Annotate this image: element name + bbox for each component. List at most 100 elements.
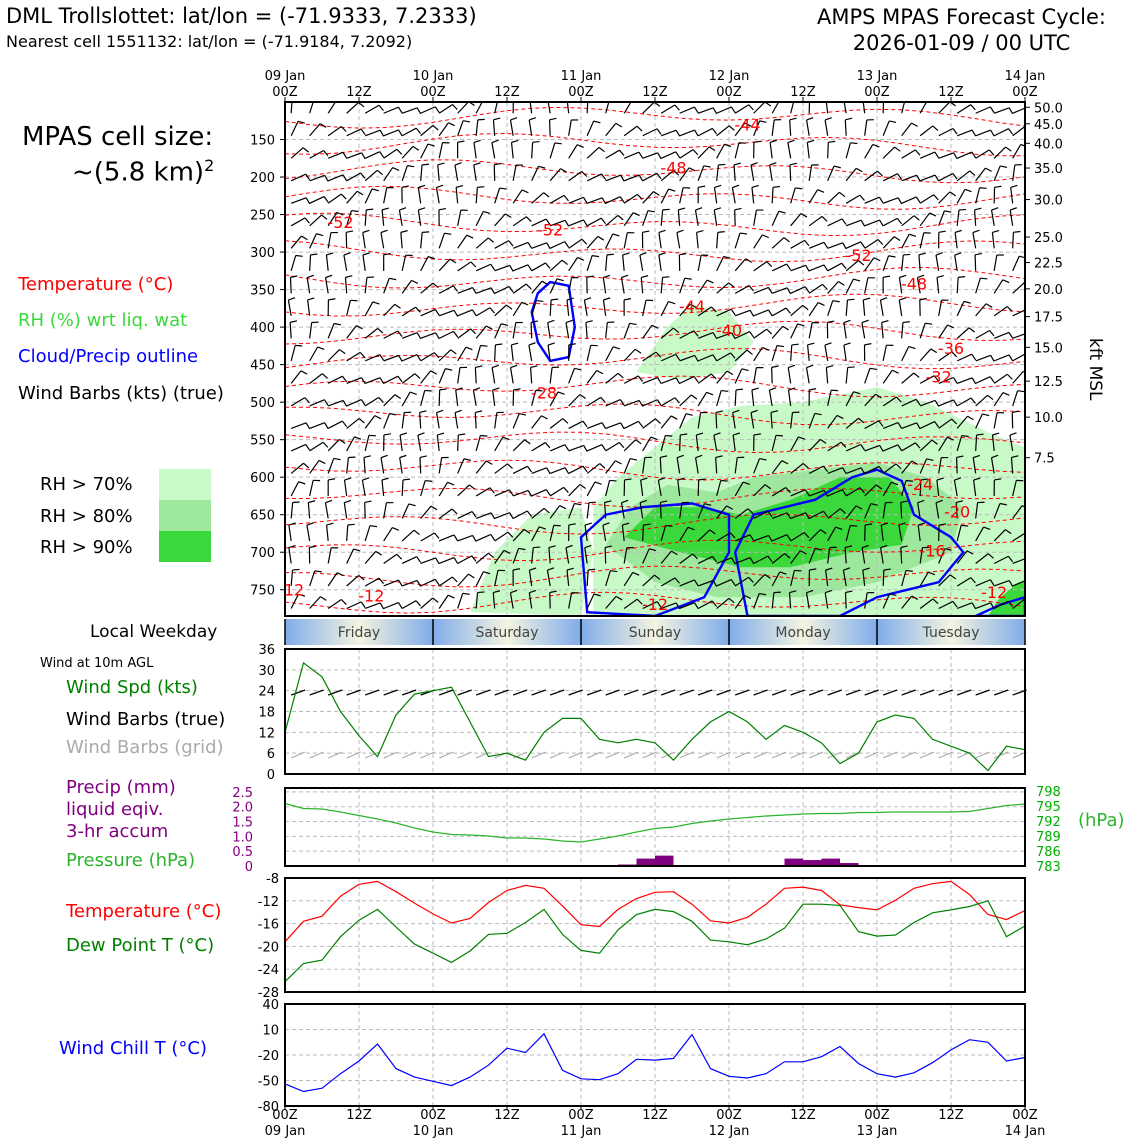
wind-barb-shaft bbox=[420, 578, 436, 587]
wind-barb-shaft bbox=[420, 532, 435, 542]
wind-barb-flag bbox=[584, 297, 592, 301]
wind-barb-shaft bbox=[882, 146, 896, 159]
wind-barb-shaft bbox=[475, 460, 487, 474]
wind-barb-shaft bbox=[715, 412, 718, 429]
wind-barb-flag bbox=[438, 207, 446, 211]
wind-barb-shaft bbox=[734, 258, 747, 272]
wind-barb-flag bbox=[649, 548, 657, 552]
wind-barb-shaft bbox=[956, 151, 973, 159]
wind-barb-flag bbox=[398, 602, 403, 609]
wind-barb-flag bbox=[764, 573, 771, 579]
wind-barb-shaft bbox=[549, 168, 562, 182]
wind-barb-flag bbox=[528, 342, 536, 346]
surface-barb-grid bbox=[827, 751, 842, 759]
wind-barb-shaft bbox=[586, 463, 601, 474]
surface-barb-true bbox=[383, 689, 398, 696]
wind-barb-shaft bbox=[734, 481, 744, 497]
wind-barb-shaft bbox=[898, 525, 903, 542]
wind-barb-shaft bbox=[586, 444, 603, 452]
wind-barb-shaft bbox=[732, 412, 736, 429]
wind-barb-flag bbox=[953, 377, 958, 384]
wind-barb-shaft bbox=[864, 277, 869, 294]
wind-barb-shaft bbox=[401, 556, 417, 565]
wind-barb-shaft bbox=[623, 348, 636, 362]
wind-barb-flag bbox=[394, 394, 402, 400]
wind-barb-flag bbox=[675, 602, 681, 610]
wind-barb-flag bbox=[971, 602, 977, 610]
wind-barb-flag bbox=[822, 510, 829, 518]
wind-barb-flag bbox=[433, 352, 440, 359]
wind-barb-shaft bbox=[401, 354, 418, 362]
wind-barb-flag bbox=[1002, 391, 1010, 396]
wind-barb-shaft bbox=[327, 547, 332, 564]
wind-barb-flag bbox=[1007, 600, 1014, 608]
wind-barb-shaft bbox=[289, 277, 292, 294]
wind-barb-shaft bbox=[420, 164, 423, 181]
wind-barb-shaft bbox=[1012, 505, 1023, 519]
wind-barb-flag bbox=[658, 229, 666, 234]
wind-barb-shaft bbox=[993, 128, 1009, 137]
wind-barb-flag bbox=[821, 215, 828, 222]
surface-barb-true bbox=[512, 689, 528, 696]
wind-barb-flag bbox=[338, 438, 346, 444]
wind-barb-flag bbox=[749, 331, 755, 338]
wind-barb-flag bbox=[726, 505, 734, 510]
wind-barb-flag bbox=[658, 252, 666, 256]
wind-barb-shaft bbox=[586, 217, 602, 227]
station-title: DML Trollslottet: lat/lon = (-71.9333, 7… bbox=[6, 4, 477, 28]
wind-barb-flag bbox=[506, 304, 513, 310]
wind-barb-flag bbox=[703, 165, 711, 168]
wind-barb-shaft bbox=[327, 174, 344, 182]
wind-barb-shaft bbox=[901, 122, 912, 137]
wind-barb-shaft bbox=[309, 422, 325, 429]
wind-barb-flag bbox=[897, 173, 903, 180]
wind-barb-shaft bbox=[549, 525, 555, 542]
wind-barb-shaft bbox=[901, 102, 906, 114]
wind-barb-shaft bbox=[437, 164, 440, 181]
wind-barb-shaft bbox=[972, 479, 977, 497]
wind-barb-shaft bbox=[381, 479, 385, 497]
wind-barb-flag bbox=[323, 150, 329, 157]
wind-barb-shaft bbox=[734, 122, 746, 137]
top-hour-label: 00Z bbox=[864, 85, 890, 100]
wind-barb-flag bbox=[674, 104, 680, 111]
wind-barb-shaft bbox=[975, 277, 981, 294]
wind-barb-shaft bbox=[694, 209, 699, 226]
surface-barb-true bbox=[697, 689, 713, 696]
precip-tick-label: 2.5 bbox=[232, 786, 253, 801]
wind-barb-shaft bbox=[512, 264, 529, 272]
wind-barb-shaft bbox=[936, 277, 940, 294]
wind-barb-shaft bbox=[547, 322, 551, 339]
wind-barb-shaft bbox=[938, 600, 954, 610]
wind-barb-flag bbox=[658, 477, 666, 481]
wind-barb-shaft bbox=[771, 571, 781, 587]
wind-barb-flag bbox=[415, 306, 421, 313]
windchill-tick-label: -20 bbox=[258, 1049, 279, 1064]
wind-barb-flag bbox=[660, 455, 668, 459]
wind-barb-flag bbox=[554, 142, 562, 145]
wind-barb-flag bbox=[336, 211, 344, 216]
wind-barb-flag bbox=[322, 441, 329, 448]
surface-barb-grid bbox=[697, 751, 713, 759]
wind-barb-shaft bbox=[901, 442, 916, 452]
wind-barb-shaft bbox=[845, 505, 857, 519]
wind-barb-shaft bbox=[364, 327, 379, 339]
wind-barb-shaft bbox=[401, 529, 415, 542]
wind-barb-shaft bbox=[827, 165, 835, 182]
wind-barb-flag bbox=[530, 365, 538, 369]
wind-barb-flag bbox=[546, 467, 551, 475]
wind-barb-flag bbox=[898, 522, 906, 526]
wind-barb-flag bbox=[416, 580, 422, 587]
wind-barb-shaft bbox=[494, 323, 502, 339]
wind-barb-shaft bbox=[1009, 435, 1014, 452]
wind-barb-flag bbox=[530, 320, 539, 323]
wind-barb-shaft bbox=[346, 399, 362, 407]
wind-barb-shaft bbox=[990, 209, 995, 226]
wind-barb-shaft bbox=[938, 324, 949, 339]
weekday-band bbox=[285, 619, 433, 645]
wind-barb-flag bbox=[847, 366, 855, 369]
wind-barb-shaft bbox=[568, 144, 578, 159]
wind-barb-shaft bbox=[901, 254, 904, 271]
wind-barb-shaft bbox=[309, 596, 321, 609]
wind-barb-shaft bbox=[290, 569, 294, 587]
